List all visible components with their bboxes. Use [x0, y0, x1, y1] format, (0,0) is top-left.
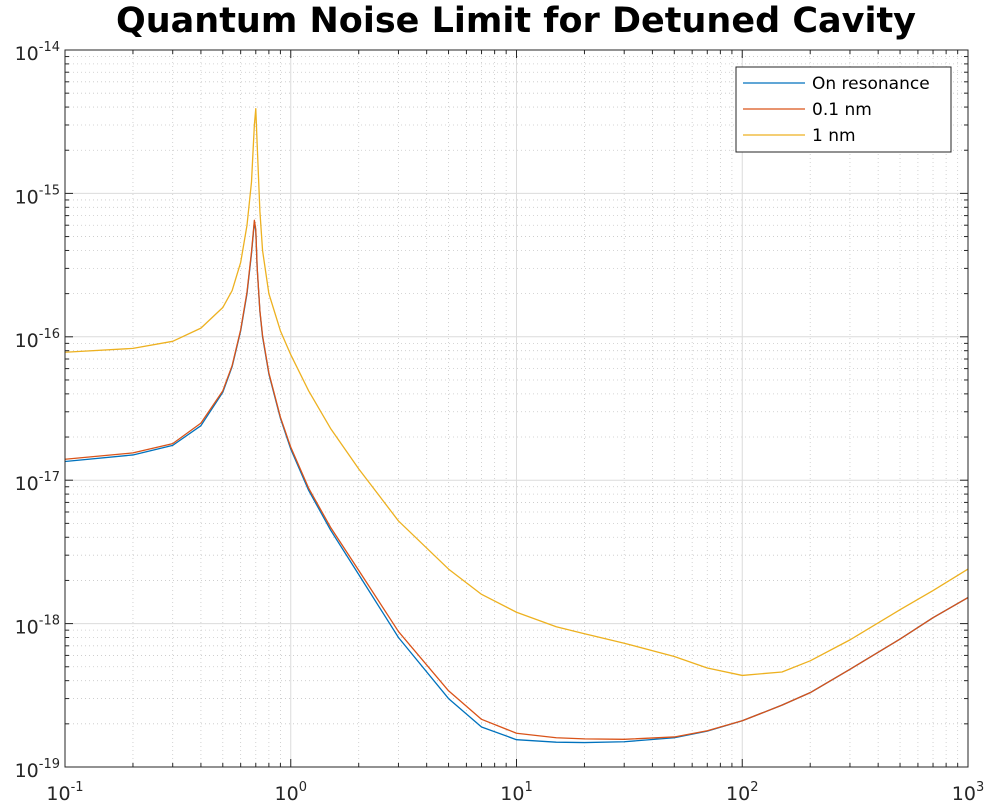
y-tick-exponent: -18	[39, 614, 60, 629]
series-line-1	[64, 219, 969, 740]
x-tick-label: 101	[500, 780, 532, 804]
x-tick-exponent: 2	[750, 780, 758, 795]
y-tick-label: 10-14	[15, 40, 60, 65]
y-tick-label: 10-19	[15, 757, 60, 782]
x-tick-exponent: 3	[976, 780, 984, 795]
y-tick-base: 10	[15, 186, 39, 208]
x-tick-label: 102	[726, 780, 758, 804]
x-tick-label: 103	[952, 780, 984, 804]
y-tick-base: 10	[15, 330, 39, 352]
y-tick-base: 10	[15, 43, 39, 65]
chart-title: Quantum Noise Limit for Detuned Cavity	[116, 1, 916, 41]
y-tick-exponent: -16	[39, 327, 60, 342]
y-tick-base: 10	[15, 473, 39, 495]
legend-label: 1 nm	[812, 126, 856, 146]
legend-label: 0.1 nm	[812, 100, 872, 120]
x-tick-base: 10	[500, 783, 524, 804]
series-layer	[64, 107, 969, 744]
x-tick-exponent: 0	[299, 780, 307, 795]
legend-label: On resonance	[812, 74, 930, 94]
y-tick-label: 10-16	[15, 327, 60, 352]
y-tick-label: 10-18	[15, 614, 60, 639]
x-tick-base: 10	[952, 783, 976, 804]
x-tick-exponent: -1	[71, 780, 84, 795]
y-tick-base: 10	[15, 617, 39, 639]
legend: On resonance 0.1 nm 1 nm	[735, 66, 952, 153]
legend-entries: On resonance 0.1 nm 1 nm	[743, 74, 930, 146]
y-tick-label: 10-15	[15, 183, 60, 208]
x-tick-exponent: 1	[524, 780, 532, 795]
x-tick-labels: 10-1 100 101 102 103	[46, 780, 984, 804]
x-tick-base: 10	[275, 783, 299, 804]
y-tick-exponent: -14	[39, 40, 60, 55]
y-tick-exponent: -19	[39, 757, 60, 772]
series-line-2	[64, 107, 969, 677]
ticks-layer	[64, 49, 969, 768]
y-tick-label: 10-17	[15, 470, 60, 495]
x-tick-label: 10-1	[46, 780, 83, 804]
x-tick-label: 100	[275, 780, 307, 804]
y-tick-base: 10	[15, 760, 39, 782]
y-tick-exponent: -17	[39, 470, 60, 485]
x-tick-base: 10	[46, 783, 70, 804]
y-tick-exponent: -15	[39, 183, 60, 198]
x-tick-base: 10	[726, 783, 750, 804]
major-grid	[65, 50, 968, 767]
